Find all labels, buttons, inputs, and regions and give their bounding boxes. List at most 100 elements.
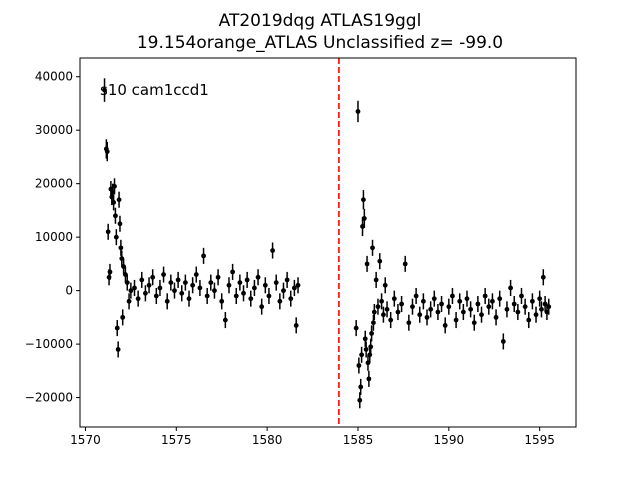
point-marker: [259, 304, 265, 310]
point-marker: [113, 213, 118, 219]
point-marker: [450, 293, 455, 299]
point-marker: [482, 293, 488, 299]
data-point: [222, 312, 228, 329]
data-point: [529, 293, 535, 310]
point-marker: [237, 280, 243, 286]
point-marker: [373, 277, 379, 283]
data-point: [475, 295, 481, 313]
point-marker: [357, 397, 363, 403]
point-marker: [102, 87, 107, 93]
point-marker: [118, 245, 124, 251]
data-point: [295, 277, 301, 294]
point-marker: [468, 306, 474, 312]
point-marker: [270, 248, 275, 253]
data-point: [359, 346, 365, 363]
axes: 1570 1575 1580 1585 1590 1595 −20000 −10000 0 100…: [25, 57, 577, 447]
point-marker: [288, 296, 294, 302]
data-point: [237, 274, 243, 291]
data-point: [182, 274, 188, 291]
data-point: [388, 312, 394, 329]
point-marker: [201, 253, 206, 259]
data-point: [164, 293, 170, 310]
data-point: [190, 277, 196, 294]
data-point: [291, 279, 297, 296]
point-marker: [504, 306, 510, 312]
data-point: [471, 314, 477, 331]
data-point: [186, 290, 192, 307]
data-point: [105, 223, 111, 240]
data-point: [382, 277, 388, 294]
data-point: [161, 266, 166, 283]
data-point: [201, 247, 206, 264]
point-marker: [526, 317, 532, 323]
data-point: [241, 285, 246, 302]
data-point: [428, 301, 434, 318]
data-point: [379, 293, 384, 310]
point-marker: [153, 293, 159, 299]
point-marker: [219, 298, 225, 304]
data-point: [113, 207, 118, 224]
point-marker: [293, 322, 299, 328]
data-point: [117, 215, 123, 232]
point-marker: [128, 288, 134, 294]
data-point: [464, 290, 470, 307]
point-marker: [168, 280, 174, 286]
x-tick-label: 1580: [252, 433, 283, 447]
data-point: [113, 229, 119, 246]
x-tick-label: 1570: [70, 433, 101, 447]
data-point: [533, 306, 539, 323]
data-point: [114, 320, 120, 337]
point-marker: [368, 344, 374, 350]
point-marker: [179, 290, 185, 296]
point-marker: [379, 298, 384, 304]
point-marker: [146, 282, 152, 288]
data-point: [132, 279, 137, 296]
data-point: [442, 317, 448, 334]
point-marker: [500, 339, 506, 344]
data-point: [395, 304, 401, 321]
data-point: [493, 309, 499, 326]
point-marker: [186, 296, 192, 302]
point-marker: [175, 277, 181, 283]
data-point: [450, 287, 455, 304]
data-point: [358, 378, 364, 395]
data-point: [486, 298, 492, 315]
data-point: [424, 309, 430, 326]
point-marker: [208, 280, 214, 286]
data-point: [252, 279, 257, 296]
data-point: [208, 274, 214, 291]
data-point: [230, 263, 236, 280]
point-marker: [377, 258, 383, 264]
data-point: [120, 309, 126, 326]
y-tick-label: 10000: [35, 230, 73, 244]
data-point: [368, 338, 374, 355]
data-point: [153, 287, 159, 304]
point-marker: [362, 336, 368, 342]
point-marker: [355, 109, 361, 114]
data-point: [468, 301, 474, 318]
point-marker: [273, 280, 279, 286]
data-point: [508, 279, 513, 296]
data-point: [259, 298, 265, 315]
data-point: [273, 274, 279, 291]
point-marker: [126, 298, 132, 304]
data-point: [364, 255, 370, 272]
point-marker: [117, 221, 123, 227]
data-point: [281, 282, 286, 299]
data-point: [219, 293, 225, 310]
data-point: [370, 239, 375, 256]
point-marker: [135, 296, 141, 302]
point-marker: [399, 301, 404, 307]
data-point: [126, 293, 132, 310]
data-point: [446, 298, 452, 315]
x-tick-label: 1595: [524, 433, 555, 447]
point-marker: [395, 309, 401, 315]
data-point: [107, 263, 113, 280]
data-point: [111, 194, 117, 211]
point-marker: [252, 285, 257, 291]
data-point: [366, 370, 372, 387]
data-point: [537, 290, 543, 307]
point-marker: [460, 309, 466, 315]
point-marker: [106, 274, 112, 280]
data-point: [104, 141, 110, 162]
